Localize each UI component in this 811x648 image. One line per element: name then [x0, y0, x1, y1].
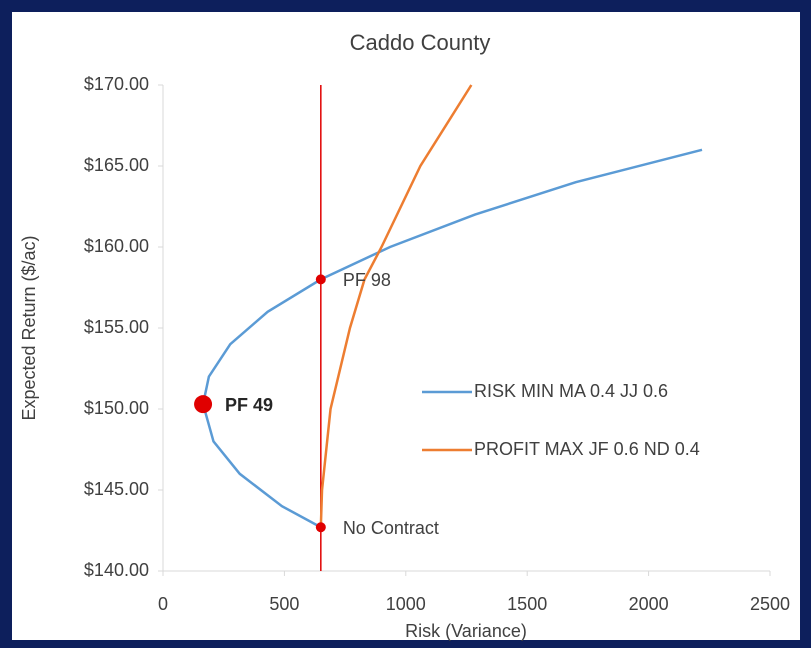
- point-marker: [194, 395, 213, 414]
- y-tick-label: $170.00: [84, 74, 149, 94]
- x-tick-label: 2500: [750, 594, 790, 614]
- x-tick-label: 0: [158, 594, 168, 614]
- x-tick-label: 2000: [629, 594, 669, 614]
- x-tick-label: 1500: [507, 594, 547, 614]
- point-label: PF 98: [343, 270, 391, 290]
- y-tick-label: $145.00: [84, 479, 149, 499]
- data-line: [319, 84, 473, 528]
- point-marker: [315, 522, 326, 533]
- y-tick-label: $165.00: [84, 155, 149, 175]
- chart-title: Caddo County: [350, 30, 491, 55]
- legend-label: RISK MIN MA 0.4 JJ 0.6: [474, 381, 668, 401]
- y-tick-label: $140.00: [84, 560, 149, 580]
- x-tick-label: 500: [269, 594, 299, 614]
- y-tick-label: $155.00: [84, 317, 149, 337]
- x-axis-label: Risk (Variance): [405, 621, 527, 641]
- chart-area: [12, 12, 800, 640]
- point-marker: [315, 274, 326, 285]
- y-tick-label: $160.00: [84, 236, 149, 256]
- legend-label: PROFIT MAX JF 0.6 ND 0.4: [474, 439, 700, 459]
- data-line: [201, 148, 703, 529]
- point-label: No Contract: [343, 518, 439, 538]
- y-tick-label: $150.00: [84, 398, 149, 418]
- y-axis-label: Expected Return ($/ac): [19, 235, 39, 420]
- point-label: PF 49: [225, 395, 273, 415]
- x-tick-label: 1000: [386, 594, 426, 614]
